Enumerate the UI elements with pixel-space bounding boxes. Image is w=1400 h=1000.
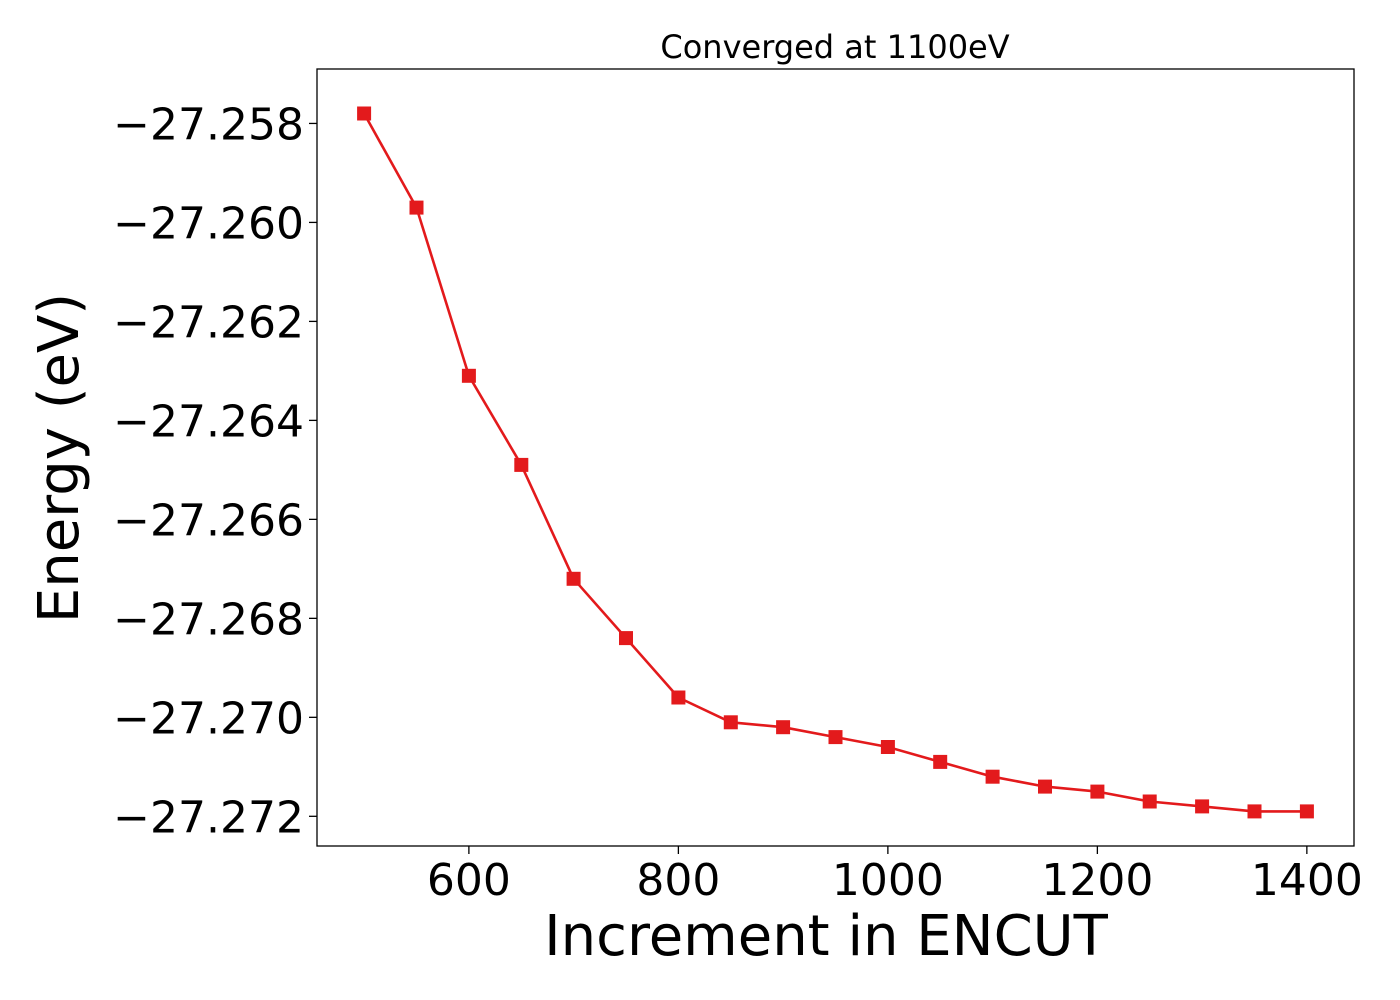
x-tick-label: 1200 — [1041, 855, 1153, 906]
data-point-marker — [671, 690, 686, 705]
data-point-marker — [1195, 799, 1210, 814]
data-point-marker — [409, 200, 424, 215]
y-tick-label: −27.270 — [113, 693, 304, 744]
y-tick-label: −27.262 — [113, 297, 304, 348]
x-tick-label: 800 — [636, 855, 720, 906]
x-tick-label: 600 — [427, 855, 511, 906]
chart-title: Converged at 1100eV — [660, 28, 1009, 66]
data-point-marker — [1038, 779, 1052, 794]
y-axis-label: Energy (eV) — [27, 293, 92, 623]
data-point-marker — [1142, 794, 1157, 809]
data-point-marker — [933, 754, 948, 769]
data-point-marker — [985, 769, 1000, 784]
data-point-marker — [776, 720, 791, 735]
y-tick-label: −27.268 — [113, 594, 304, 645]
data-point-marker — [566, 571, 581, 586]
x-axis-label: Increment in ENCUT — [544, 904, 1109, 969]
data-point-marker — [1299, 804, 1314, 819]
data-point-marker — [880, 740, 895, 754]
y-axis-ticks: −27.258 −27.260 −27.262 −27.264 −27.266 −27.2… — [113, 99, 317, 843]
data-point-marker — [357, 106, 372, 121]
x-tick-label: 1000 — [832, 855, 944, 906]
data-point-marker — [723, 715, 738, 730]
x-tick-label: 1400 — [1251, 855, 1363, 906]
y-tick-label: −27.260 — [113, 198, 304, 249]
data-point-marker — [828, 730, 843, 745]
x-axis-ticks: 600 800 1000 1200 1400 — [427, 846, 1363, 906]
y-tick-label: −27.264 — [113, 396, 304, 447]
data-point-marker — [619, 631, 633, 646]
y-tick-label: −27.272 — [113, 792, 304, 843]
data-point-marker — [1090, 784, 1105, 799]
data-point-marker — [1247, 804, 1262, 819]
y-tick-label: −27.266 — [113, 495, 304, 546]
plot-frame — [316, 68, 1355, 847]
y-tick-label: −27.258 — [113, 99, 304, 150]
plot-area — [357, 106, 1314, 819]
data-point-marker — [461, 368, 476, 383]
data-point-marker — [514, 457, 529, 472]
